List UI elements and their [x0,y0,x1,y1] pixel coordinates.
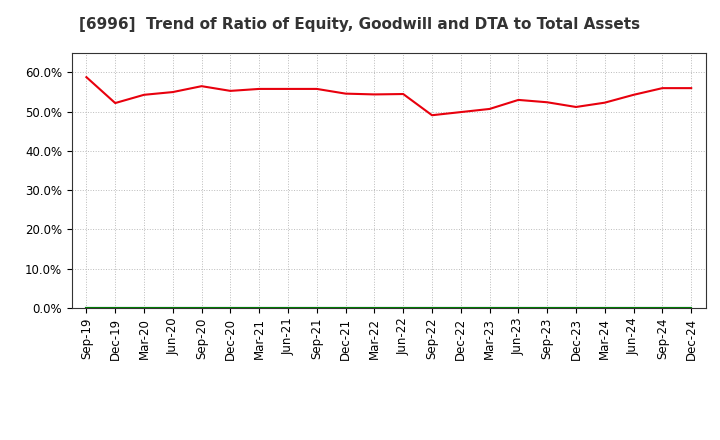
Goodwill [572,305,580,311]
Deferred Tax Assets [226,305,235,311]
Equity [456,110,465,115]
Goodwill [658,305,667,311]
Deferred Tax Assets [629,305,638,311]
Deferred Tax Assets [428,305,436,311]
Equity [658,85,667,91]
Goodwill [456,305,465,311]
Equity [341,91,350,96]
Goodwill [312,305,321,311]
Deferred Tax Assets [111,305,120,311]
Goodwill [197,305,206,311]
Goodwill [428,305,436,311]
Deferred Tax Assets [658,305,667,311]
Deferred Tax Assets [370,305,379,311]
Equity [543,99,552,105]
Deferred Tax Assets [399,305,408,311]
Deferred Tax Assets [140,305,148,311]
Equity [197,84,206,89]
Goodwill [226,305,235,311]
Deferred Tax Assets [572,305,580,311]
Goodwill [168,305,177,311]
Equity [572,104,580,110]
Goodwill [399,305,408,311]
Goodwill [687,305,696,311]
Goodwill [600,305,609,311]
Deferred Tax Assets [312,305,321,311]
Goodwill [629,305,638,311]
Equity [284,86,292,92]
Goodwill [140,305,148,311]
Equity [140,92,148,97]
Goodwill [82,305,91,311]
Equity [399,92,408,97]
Deferred Tax Assets [456,305,465,311]
Equity [168,89,177,95]
Equity [226,88,235,94]
Equity [255,86,264,92]
Deferred Tax Assets [255,305,264,311]
Deferred Tax Assets [687,305,696,311]
Goodwill [485,305,494,311]
Equity [82,74,91,80]
Equity [111,100,120,106]
Deferred Tax Assets [168,305,177,311]
Text: [6996]  Trend of Ratio of Equity, Goodwill and DTA to Total Assets: [6996] Trend of Ratio of Equity, Goodwil… [79,17,641,32]
Goodwill [341,305,350,311]
Deferred Tax Assets [197,305,206,311]
Goodwill [514,305,523,311]
Equity [687,85,696,91]
Line: Equity: Equity [86,77,691,115]
Deferred Tax Assets [543,305,552,311]
Deferred Tax Assets [600,305,609,311]
Equity [600,100,609,105]
Equity [514,97,523,103]
Goodwill [111,305,120,311]
Deferred Tax Assets [284,305,292,311]
Equity [370,92,379,97]
Equity [312,86,321,92]
Deferred Tax Assets [82,305,91,311]
Deferred Tax Assets [514,305,523,311]
Equity [485,106,494,112]
Goodwill [284,305,292,311]
Equity [629,92,638,97]
Goodwill [255,305,264,311]
Deferred Tax Assets [485,305,494,311]
Goodwill [370,305,379,311]
Goodwill [543,305,552,311]
Deferred Tax Assets [341,305,350,311]
Equity [428,113,436,118]
